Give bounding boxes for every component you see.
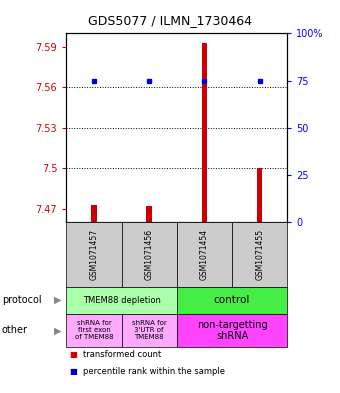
Bar xyxy=(202,43,207,222)
Text: ■: ■ xyxy=(70,367,78,376)
Text: GSM1071457: GSM1071457 xyxy=(89,229,98,280)
Text: GSM1071456: GSM1071456 xyxy=(145,229,154,280)
Bar xyxy=(257,168,262,222)
Text: control: control xyxy=(214,295,250,305)
Text: ■: ■ xyxy=(70,350,78,359)
Text: ▶: ▶ xyxy=(54,325,62,335)
Bar xyxy=(91,204,97,222)
Text: shRNA for
first exon
of TMEM88: shRNA for first exon of TMEM88 xyxy=(74,320,113,340)
Text: GDS5077 / ILMN_1730464: GDS5077 / ILMN_1730464 xyxy=(88,14,252,27)
Text: transformed count: transformed count xyxy=(83,350,161,359)
Text: percentile rank within the sample: percentile rank within the sample xyxy=(83,367,225,376)
Text: protocol: protocol xyxy=(2,295,41,305)
Text: other: other xyxy=(2,325,28,335)
Text: ▶: ▶ xyxy=(54,295,62,305)
Text: shRNA for
3'UTR of
TMEM88: shRNA for 3'UTR of TMEM88 xyxy=(132,320,167,340)
Bar xyxy=(147,206,152,222)
Text: GSM1071455: GSM1071455 xyxy=(255,229,264,280)
Text: TMEM88 depletion: TMEM88 depletion xyxy=(83,296,160,305)
Text: GSM1071454: GSM1071454 xyxy=(200,229,209,280)
Text: non-targetting
shRNA: non-targetting shRNA xyxy=(197,320,267,341)
